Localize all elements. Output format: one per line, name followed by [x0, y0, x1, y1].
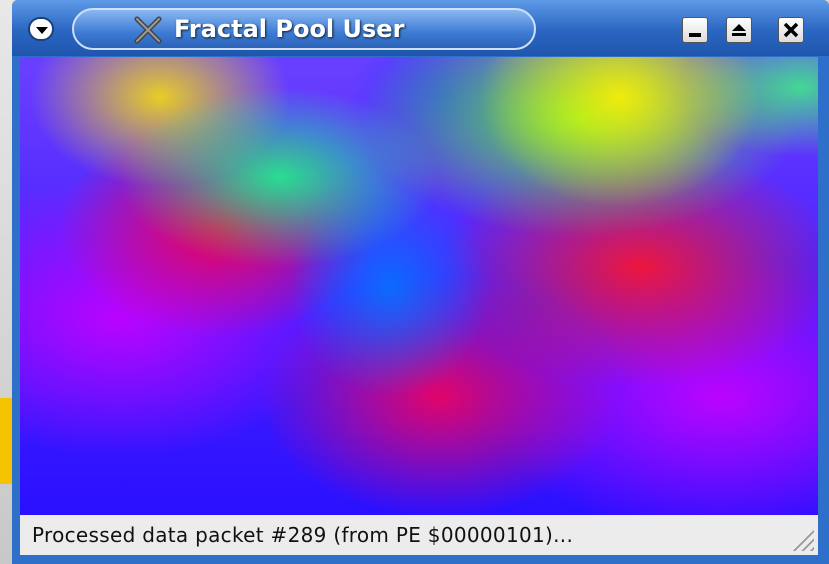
minimize-button[interactable] — [682, 17, 708, 43]
close-button[interactable] — [778, 17, 804, 43]
maximize-icon — [727, 18, 751, 42]
fractal-image — [20, 57, 818, 515]
close-icon — [779, 18, 803, 42]
window: Fractal Pool User Processed data packet … — [12, 0, 829, 564]
maximize-button[interactable] — [726, 17, 752, 43]
title-pill: Fractal Pool User — [72, 8, 536, 50]
status-text: Processed data packet #289 (from PE $000… — [32, 523, 573, 547]
desktop-item — [0, 398, 12, 484]
minimize-icon — [683, 18, 707, 42]
window-title: Fractal Pool User — [174, 15, 404, 43]
resize-grip[interactable] — [792, 529, 814, 551]
title-bar: Fractal Pool User — [12, 0, 829, 56]
screen: Fractal Pool User Processed data packet … — [0, 0, 829, 564]
window-menu-button[interactable] — [28, 17, 54, 41]
app-icon — [134, 16, 162, 44]
status-bar: Processed data packet #289 (from PE $000… — [20, 515, 818, 555]
